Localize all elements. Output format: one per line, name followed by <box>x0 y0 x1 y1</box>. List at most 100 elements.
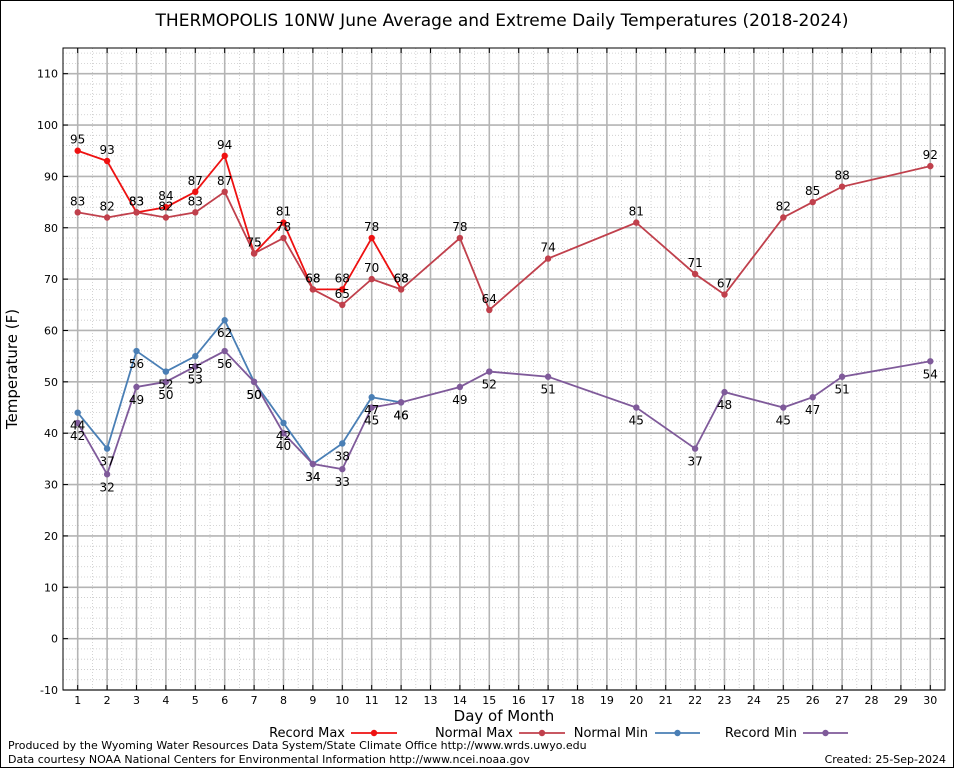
record-max-point <box>103 157 111 165</box>
normal-min-line <box>77 318 402 466</box>
record-max-data-label: 87 <box>188 174 203 188</box>
record-max-data-label: 95 <box>70 133 85 147</box>
legend-label-normal-min: Normal Min <box>574 726 648 741</box>
normal-min-point <box>339 440 346 447</box>
record-max-data-label: 68 <box>393 271 408 285</box>
normal-max-data-label: 85 <box>805 184 820 198</box>
x-tick-label: 9 <box>309 694 316 707</box>
record-min-point <box>633 404 640 411</box>
normal-max-point <box>192 209 199 216</box>
normal-min-point <box>221 317 228 324</box>
x-tick-label: 15 <box>482 694 496 707</box>
record-min-data-label: 49 <box>452 393 467 407</box>
y-tick-label: 110 <box>37 68 58 81</box>
normal-min-point <box>103 445 111 452</box>
normal-min-data-label: 44 <box>70 419 85 433</box>
record-min-data-label: 51 <box>834 383 849 397</box>
record-min-point <box>780 404 787 411</box>
normal-max-data-label: 81 <box>629 205 644 219</box>
major-grid <box>63 48 945 691</box>
normal-min-data-label: 47 <box>364 403 379 417</box>
legend-marker-normal-min <box>674 729 681 737</box>
x-tick-label: 6 <box>221 694 228 707</box>
normal-max-point <box>544 255 552 262</box>
record-min-point <box>133 383 140 391</box>
x-tick-label: 29 <box>894 694 908 707</box>
normal-max-point <box>221 188 228 196</box>
record-min-point <box>192 363 199 370</box>
chart-title: THERMOPOLIS 10NW June Average and Extrem… <box>155 11 849 31</box>
x-tick-label: 27 <box>835 694 849 707</box>
normal-max-data-label: 75 <box>246 235 261 249</box>
normal-max-point <box>809 198 816 206</box>
record-min-data-label: 50 <box>158 388 173 402</box>
normal-max-point <box>339 301 346 308</box>
y-tick-label: 20 <box>44 530 58 543</box>
x-tick-label: 12 <box>394 694 408 707</box>
x-tick-label: 3 <box>133 694 140 707</box>
record-min-data-label: 45 <box>364 414 379 428</box>
y-tick-label: 90 <box>44 170 58 183</box>
x-tick-label: 17 <box>541 694 555 707</box>
record-min-point <box>927 358 934 365</box>
record-min-data-label: 50 <box>246 388 261 402</box>
normal-max-line <box>77 165 931 312</box>
record-min-data-label: 42 <box>70 429 85 443</box>
y-tick-label: 10 <box>44 581 58 594</box>
legend: Record Max Normal Max Normal Min Record Min <box>269 726 848 741</box>
normal-max-data-label: 87 <box>217 174 232 188</box>
record-max-line <box>77 149 402 291</box>
x-tick-label: 18 <box>571 694 585 707</box>
normal-max-data-label: 67 <box>717 277 732 291</box>
record-min-data-label: 51 <box>540 383 555 397</box>
x-tick-label: 26 <box>806 694 820 707</box>
normal-max-point <box>691 270 699 278</box>
normal-max-data-label: 68 <box>305 271 320 285</box>
record-min-data-label: 46 <box>393 408 408 422</box>
normal-max-point <box>838 183 846 190</box>
record-min-point <box>74 419 81 427</box>
record-min-data-label: 49 <box>129 393 144 407</box>
footer-credit-1: Produced by the Wyoming Water Resources … <box>8 739 587 752</box>
x-tick-label: 16 <box>512 694 526 707</box>
record-min-point <box>397 399 405 406</box>
normal-min-data-label: 50 <box>246 388 261 402</box>
x-tick-label: 5 <box>192 694 199 707</box>
plot-area-border <box>62 47 946 691</box>
normal-min-data-label: 62 <box>217 326 232 340</box>
footer-credit-2: Data courtesy NOAA National Centers for … <box>8 753 530 766</box>
record-min-point <box>838 373 846 380</box>
x-tick-label: 1 <box>74 694 81 707</box>
normal-max-data-label: 83 <box>129 194 144 208</box>
normal-max-point <box>74 209 81 216</box>
record-min-data-label: 53 <box>188 372 203 386</box>
record-max-point <box>339 286 346 293</box>
record-max-data-label: 68 <box>335 271 350 285</box>
x-tick-label: 22 <box>688 694 702 707</box>
record-min-point <box>368 404 375 411</box>
normal-min-point <box>74 409 81 416</box>
record-max-point <box>74 147 81 154</box>
record-min-data-label: 34 <box>305 470 320 484</box>
normal-max-point <box>633 219 640 226</box>
axis-ticks <box>63 48 945 691</box>
x-tick-label: 4 <box>162 694 169 707</box>
record-min-point <box>691 445 699 452</box>
x-tick-label: 7 <box>251 694 258 707</box>
record-min-line <box>76 349 931 477</box>
normal-max-data-label: 83 <box>188 194 203 208</box>
y-tick-label: 70 <box>44 273 58 286</box>
normal-max-point <box>368 275 375 283</box>
x-tick-label: 30 <box>923 694 937 707</box>
x-tick-label: 8 <box>280 694 287 707</box>
record-min-point <box>103 471 111 478</box>
legend-marker-record-max <box>370 729 378 737</box>
y-tick-label: 100 <box>37 119 58 132</box>
record-min-point <box>250 378 258 386</box>
normal-max-point <box>721 291 728 298</box>
normal-max-data-label: 92 <box>923 148 938 162</box>
normal-max-point <box>780 214 787 221</box>
